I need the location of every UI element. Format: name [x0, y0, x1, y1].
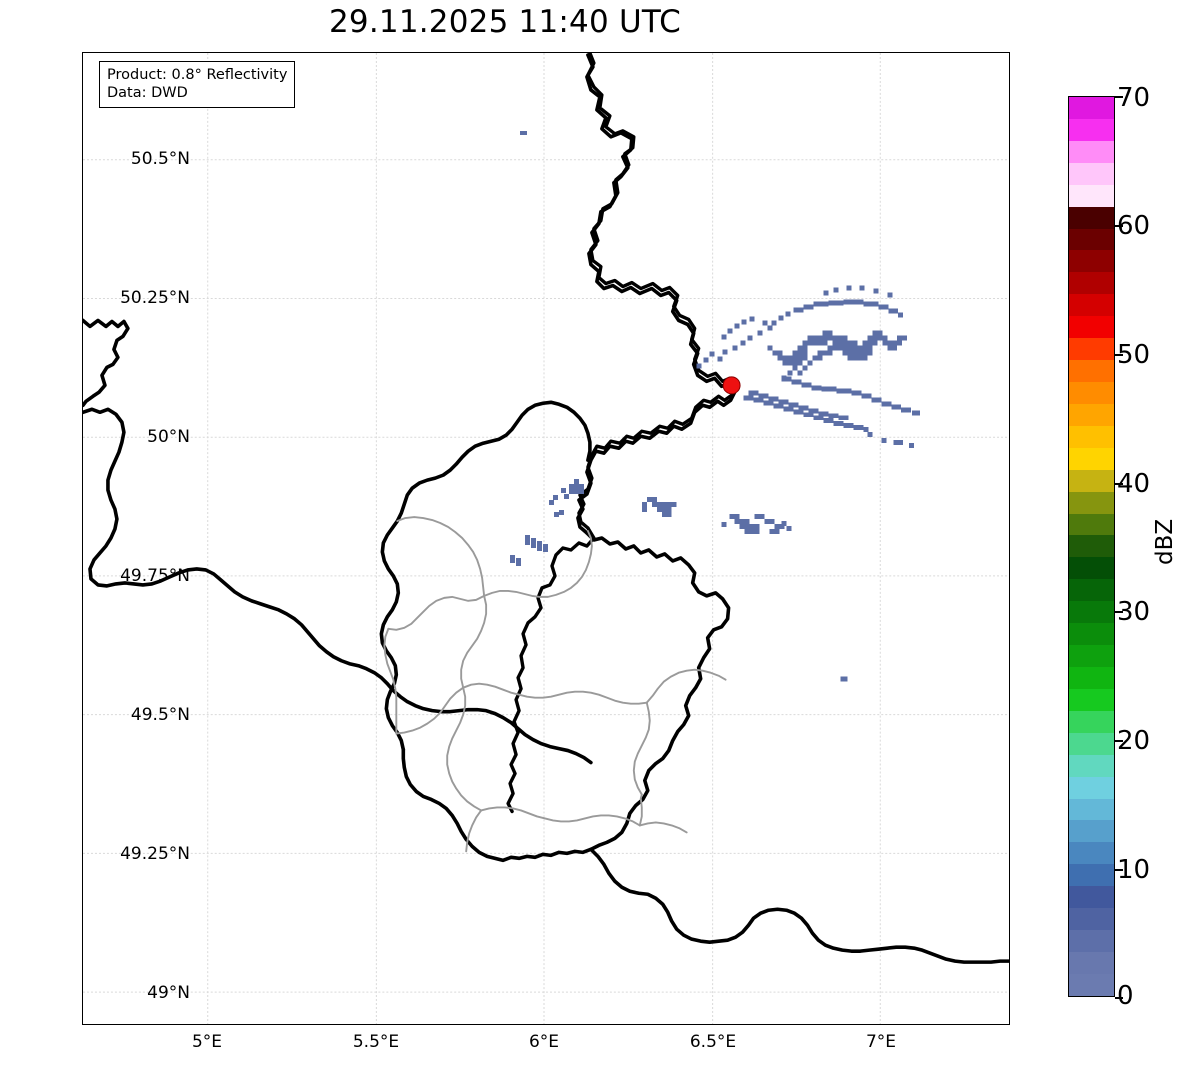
- colorbar-tick-10: 10: [1117, 855, 1151, 885]
- colorbar-band: [1069, 930, 1114, 952]
- colorbar-tick-40: 40: [1117, 469, 1151, 499]
- colorbar-band: [1069, 601, 1114, 624]
- colorbar-band: [1069, 491, 1114, 514]
- colorbar-band: [1069, 425, 1114, 448]
- xtick-label-5e: 5°E: [191, 1032, 223, 1052]
- colorbar-band: [1069, 294, 1114, 317]
- colorbar-band: [1069, 842, 1114, 865]
- colorbar-tick-30: 30: [1117, 597, 1151, 627]
- map-plot-area[interactable]: Product: 0.8° Reflectivity Data: DWD: [82, 52, 1010, 1025]
- colorbar-tickmark-0: [1115, 997, 1123, 999]
- ytick-label-50: 50°N: [147, 427, 190, 447]
- colorbar-band: [1069, 97, 1114, 119]
- ytick-label-49: 49°N: [147, 983, 190, 1003]
- colorbar-tick-60: 60: [1117, 211, 1151, 241]
- colorbar-band: [1069, 908, 1114, 931]
- colorbar-tickmark-60: [1115, 225, 1123, 227]
- colorbar-band: [1069, 688, 1114, 711]
- colorbar-tickmark-30: [1115, 611, 1123, 613]
- gridlines: [83, 53, 1009, 1024]
- colorbar-band: [1069, 140, 1114, 163]
- colorbar-label: dBZ: [1152, 518, 1178, 565]
- xtick-label-6e: 6°E: [528, 1032, 560, 1052]
- colorbar-tick-0: 0: [1117, 981, 1134, 1011]
- country-borders: [506, 53, 739, 814]
- colorbar-band: [1069, 776, 1114, 799]
- colorbar-band: [1069, 469, 1114, 492]
- colorbar-band: [1069, 645, 1114, 667]
- colorbar-band: [1069, 864, 1114, 887]
- colorbar-band: [1069, 623, 1114, 646]
- colorbar-band: [1069, 118, 1114, 141]
- info-box: Product: 0.8° Reflectivity Data: DWD: [99, 61, 296, 109]
- ytick-label-50-25: 50.25°N: [120, 288, 190, 308]
- colorbar-tickmark-50: [1115, 354, 1123, 356]
- xtick-label-6-5e: 6.5°E: [689, 1032, 737, 1052]
- ytick-label-49-75: 49.75°N: [120, 566, 190, 586]
- colorbar-band: [1069, 732, 1114, 755]
- colorbar-band: [1069, 820, 1114, 843]
- colorbar-tickmark-40: [1115, 483, 1123, 485]
- colorbar-band: [1069, 272, 1114, 295]
- region-borders: [383, 516, 727, 853]
- belgium-france-border: [83, 314, 1009, 942]
- colorbar-tickmark-70: [1115, 96, 1123, 98]
- colorbar-band: [1069, 535, 1114, 558]
- map-svg: [83, 53, 1009, 1024]
- colorbar-band: [1069, 557, 1114, 580]
- colorbar-band: [1069, 666, 1114, 689]
- colorbar-band: [1069, 206, 1114, 229]
- colorbar-band: [1069, 710, 1114, 733]
- colorbar-band: [1069, 447, 1114, 470]
- colorbar-tick-50: 50: [1117, 340, 1151, 370]
- colorbar-band: [1069, 886, 1114, 909]
- colorbar-band: [1069, 973, 1114, 996]
- radar-echo-pixels: [510, 130, 921, 682]
- info-product-line: Product: 0.8° Reflectivity: [107, 67, 288, 83]
- page-title: 29.11.2025 11:40 UTC: [329, 4, 681, 40]
- info-data-line: Data: DWD: [107, 85, 188, 102]
- radar-station-marker[interactable]: [722, 376, 741, 395]
- colorbar-tickmark-10: [1115, 869, 1123, 871]
- colorbar-band: [1069, 360, 1114, 382]
- ytick-label-50-5: 50.5°N: [130, 149, 190, 169]
- colorbar-band: [1069, 381, 1114, 404]
- colorbar-band: [1069, 513, 1114, 536]
- colorbar-band: [1069, 579, 1114, 602]
- colorbar-band: [1069, 228, 1114, 251]
- xtick-label-7e: 7°E: [865, 1032, 897, 1052]
- colorbar-band: [1069, 403, 1114, 426]
- national-borders-main: [83, 53, 1009, 964]
- xtick-label-5-5e: 5.5°E: [352, 1032, 400, 1052]
- colorbar-tick-70: 70: [1117, 83, 1151, 113]
- ytick-label-49-25: 49.25°N: [120, 844, 190, 864]
- colorbar-band: [1069, 316, 1114, 339]
- colorbar-band: [1069, 798, 1114, 821]
- colorbar-band: [1069, 338, 1114, 361]
- colorbar-band: [1069, 754, 1114, 777]
- colorbar-tickmark-20: [1115, 740, 1123, 742]
- ytick-label-49-5: 49.5°N: [130, 705, 190, 725]
- colorbar-band: [1069, 184, 1114, 207]
- colorbar: [1068, 96, 1115, 997]
- colorbar-band: [1069, 250, 1114, 273]
- colorbar-band: [1069, 162, 1114, 185]
- colorbar-tick-20: 20: [1117, 726, 1151, 756]
- colorbar-band: [1069, 951, 1114, 974]
